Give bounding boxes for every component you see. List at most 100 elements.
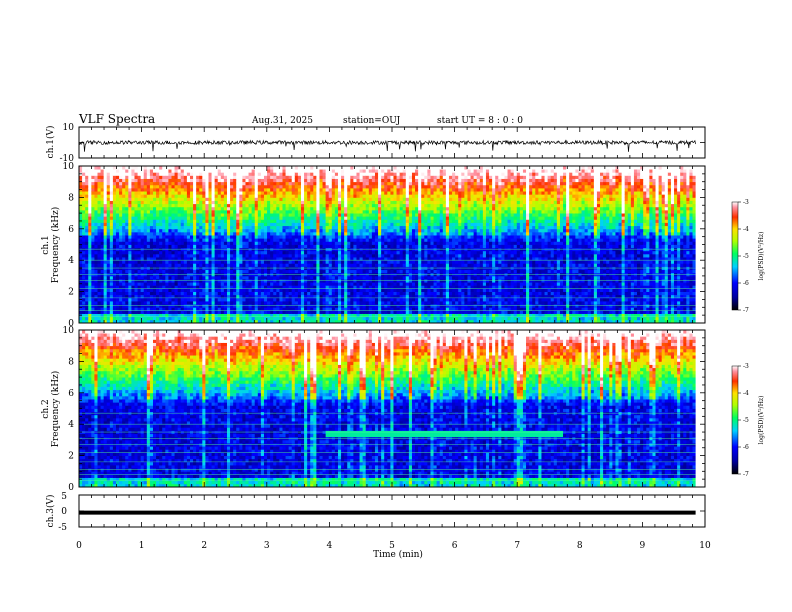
ch1-spec-cell bbox=[159, 166, 162, 170]
ch1-spec-cell bbox=[88, 241, 91, 245]
ch1-spec-cell bbox=[193, 194, 196, 198]
ch1-spec-cell bbox=[94, 298, 97, 302]
ch1-spec-cell bbox=[141, 201, 144, 205]
ch1-spec-cell bbox=[193, 254, 196, 258]
ch1-spec-cell bbox=[101, 175, 104, 179]
ch1-spec-cell bbox=[159, 292, 162, 296]
ch1-ytick-top: 10 bbox=[63, 123, 75, 133]
ch1-spec-cell bbox=[107, 298, 110, 302]
ch1-spec-cell bbox=[190, 310, 193, 314]
ch1-spec-cell bbox=[187, 245, 190, 249]
ch1-spec-cell bbox=[107, 226, 110, 230]
ch1-spec-cell bbox=[113, 197, 116, 201]
ch1-spec-cell bbox=[141, 276, 144, 280]
ch1-spec-cell bbox=[134, 201, 137, 205]
start-time-label: start UT = 8 : 0 : 0 bbox=[437, 116, 523, 126]
ch1-spec-cell bbox=[150, 166, 153, 170]
ch1-spec-cell bbox=[85, 235, 88, 239]
ch1-spec-cell bbox=[208, 191, 211, 195]
ch1-spec-cell bbox=[181, 169, 184, 173]
ch1-spec-cell bbox=[101, 172, 104, 176]
ch1-spec-cell bbox=[131, 213, 134, 217]
ch1-spec-cell bbox=[165, 210, 168, 214]
ch1-spec-cell bbox=[199, 188, 202, 192]
ch1-spec-cell bbox=[193, 182, 196, 186]
ch1-spec-cell bbox=[98, 270, 101, 274]
ch1-spec-cell bbox=[94, 204, 97, 208]
ch1-spec-cell bbox=[110, 172, 113, 176]
ch1-spec-cell bbox=[193, 213, 196, 217]
ch1-spec-cell bbox=[128, 260, 131, 264]
ch1-spec-cell bbox=[138, 185, 141, 189]
ch1-spec-cell bbox=[162, 191, 165, 195]
ch1-spec-cell bbox=[98, 213, 101, 217]
ch1-spec-cell bbox=[153, 191, 156, 195]
ch1-spec-cell bbox=[196, 216, 199, 220]
ch1-spec-cell bbox=[208, 260, 211, 264]
ch1-spec-cell bbox=[156, 223, 159, 227]
ch1-spec-cell bbox=[85, 251, 88, 255]
ch1-spec-cell bbox=[184, 317, 187, 321]
ch1-spec-cell bbox=[98, 310, 101, 314]
ch1-spec-cell bbox=[110, 270, 113, 274]
ch1-spec-cell bbox=[107, 301, 110, 305]
ch1-spec-cell bbox=[181, 194, 184, 198]
ch1-spec-cell bbox=[190, 263, 193, 267]
ch1-spec-cell bbox=[175, 317, 178, 321]
ch1-waveform-panel: 10 -10 ch.1(V) bbox=[45, 123, 705, 164]
ch1-spec-cell bbox=[98, 166, 101, 170]
ch1-spec-cell bbox=[88, 188, 91, 192]
ch1-spec-cell bbox=[88, 175, 91, 179]
ch1-spec-cell bbox=[128, 169, 131, 173]
ch1-spec-cell bbox=[128, 226, 131, 230]
ch1-spec-cell bbox=[88, 219, 91, 223]
ch1-spec-cell bbox=[190, 207, 193, 211]
ch1-spec-cell bbox=[181, 270, 184, 274]
ch1-spec-cell bbox=[98, 263, 101, 267]
ch1-spec-cell bbox=[113, 263, 116, 267]
ch1-spec-cell bbox=[159, 288, 162, 292]
ch1-spec-cell bbox=[122, 179, 125, 183]
ch1-spec-cell bbox=[199, 179, 202, 183]
ch1-spec-cell bbox=[107, 194, 110, 198]
ch1-spec-cell bbox=[128, 188, 131, 192]
ch1-spec-cell bbox=[147, 235, 150, 239]
ch1-spec-cell bbox=[205, 254, 208, 258]
ch1-spec-cell bbox=[190, 204, 193, 208]
ch1-spec-cell bbox=[144, 188, 147, 192]
ch1-spec-cell bbox=[91, 204, 94, 208]
ch1-spec-cell bbox=[168, 245, 171, 249]
ch1-spec-cell bbox=[171, 292, 174, 296]
ch1-spec-cell bbox=[175, 194, 178, 198]
ch1-spec-cell bbox=[181, 260, 184, 264]
ch1-spec-cell bbox=[147, 216, 150, 220]
ch1-spec-cell bbox=[165, 301, 168, 305]
ch1-spec-cell bbox=[150, 301, 153, 305]
ch1-spec-cell bbox=[82, 232, 85, 236]
ch1-spec-cell bbox=[116, 298, 119, 302]
ch1-spec-cell bbox=[153, 197, 156, 201]
ch1-spec-cell bbox=[162, 263, 165, 267]
ch1-spec-cell bbox=[202, 298, 205, 302]
ch1-spec-cell bbox=[184, 238, 187, 242]
ch1-spec-cell bbox=[82, 188, 85, 192]
ch1-spec-cell bbox=[153, 223, 156, 227]
ch1-spec-cell bbox=[199, 194, 202, 198]
ch1-spec-cell bbox=[196, 207, 199, 211]
ch1-spec-cell bbox=[144, 298, 147, 302]
ch1-spec-cell bbox=[187, 172, 190, 176]
ch1-spec-cell bbox=[196, 235, 199, 239]
ch1-spec-cell bbox=[178, 179, 181, 183]
ch1-spec-cell bbox=[88, 179, 91, 183]
ch1-spec-cell bbox=[138, 282, 141, 286]
ch1-spec-cell bbox=[82, 229, 85, 233]
ch1-spec-cell bbox=[162, 254, 165, 258]
ch1-spec-cell bbox=[215, 213, 218, 217]
ch1-spec-cell bbox=[101, 260, 104, 264]
ch1-spec-cell bbox=[119, 182, 122, 186]
ch1-spec-cell bbox=[190, 232, 193, 236]
ch1-spec-cell bbox=[98, 223, 101, 227]
ch1-spec-cell bbox=[175, 223, 178, 227]
ch1-spec-cell bbox=[88, 232, 91, 236]
ch1-spec-cell bbox=[168, 191, 171, 195]
